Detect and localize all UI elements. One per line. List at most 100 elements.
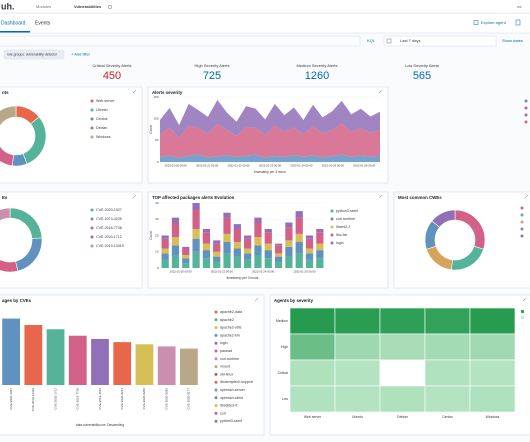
heat-cell (334, 307, 381, 335)
date-picker[interactable] (383, 35, 497, 47)
legend-swatch (330, 209, 334, 213)
add-filter[interactable]: + Add filter (71, 52, 91, 57)
donut-slice (0, 105, 17, 127)
heat-cell (379, 385, 426, 413)
bar-segment (182, 258, 190, 264)
heat-cell (334, 359, 381, 387)
user[interactable]: wz (517, 4, 522, 9)
row-label: Medium (276, 319, 288, 323)
heat-cell (334, 385, 381, 413)
legend-swatch (524, 120, 528, 124)
x-tick-label: CVE-2020-8231 (120, 388, 124, 410)
x-tick-label: 2022-01-24 00:00 (290, 164, 313, 168)
bar-segment (274, 256, 283, 262)
search-bar[interactable] (0, 35, 361, 47)
heat-cell (289, 385, 336, 413)
bar (68, 335, 87, 385)
x-tick-label: 2022-01-22 00:00 (211, 270, 234, 274)
bar-segment (223, 217, 231, 234)
bar-segment (305, 248, 314, 254)
legend-label: passwd (220, 349, 232, 353)
y-tick-label: 10 (155, 250, 159, 254)
panel-title: Es (2, 195, 8, 200)
bar-segment (182, 255, 190, 259)
column-label: Web server (304, 415, 322, 419)
legend-swatch (90, 117, 94, 121)
heat-cell (379, 307, 426, 335)
bar-segment (316, 232, 324, 244)
show-dates[interactable]: Show dates (502, 38, 523, 43)
bar-segment (264, 258, 272, 268)
filter-pill[interactable] (3, 49, 65, 60)
panel-title: Most common CWEs (398, 195, 442, 200)
heat-cell (469, 307, 516, 335)
legend-swatch (90, 244, 94, 248)
bar-segment (202, 232, 211, 244)
x-tick-label: CVE-2020-8286 (142, 388, 146, 410)
legend-label: apache2-data (220, 310, 242, 314)
legend-swatch (214, 419, 218, 423)
legend-label: python3-samf (336, 209, 358, 213)
stat-value: 565 (413, 70, 431, 82)
legend-label: python3-samf (220, 419, 242, 423)
legend-label: libc-bin (336, 233, 347, 237)
row-label: High (281, 345, 288, 349)
icon[interactable] (473, 20, 479, 25)
legend-label: apache2 (220, 318, 234, 322)
bar-segment (223, 212, 231, 218)
tab[interactable]: Dashboard (1, 20, 26, 26)
breadcrumb[interactable]: Modules (36, 4, 51, 9)
bar-segment (192, 251, 200, 268)
bar-segment (223, 253, 231, 268)
legend-swatch (214, 396, 218, 400)
y-tick-label: 30 (155, 217, 159, 221)
legend-swatch (330, 233, 334, 237)
donut-slice (0, 145, 14, 167)
legend-label: openssh-client (220, 396, 243, 400)
stat-value: 450 (103, 70, 121, 82)
bar-segment (202, 229, 211, 233)
bar-segment (285, 222, 293, 228)
legend-swatch (330, 241, 334, 245)
bar-segment (213, 261, 221, 268)
filter[interactable]: rule.groups: vulnerability-detector (7, 52, 58, 56)
bar-segment (274, 261, 283, 268)
legend-swatch (214, 411, 218, 415)
axis-label: timestamp per 3 hours (254, 170, 286, 174)
heat-cell (289, 359, 336, 387)
legend-swatch (330, 225, 334, 229)
legend-swatch (90, 226, 94, 230)
x-tick-label: CVE-2018-7738 (76, 388, 80, 410)
bar-segment (182, 246, 190, 249)
legend-label: curl-runtime (220, 357, 239, 361)
bar-segment (305, 259, 314, 268)
icon[interactable] (107, 4, 113, 10)
x-tick-label: 2022-01-20 00:00 (165, 164, 188, 168)
tab[interactable]: Events (35, 20, 51, 26)
legend-label: openssh-server (220, 388, 246, 392)
panel-menu (378, 194, 383, 199)
action[interactable]: Explore agent (481, 20, 507, 25)
panel-menu (132, 194, 137, 199)
icon (386, 38, 392, 44)
logo: uh. (1, 1, 15, 11)
legend-swatch (90, 135, 94, 139)
panel-title: ages by CVEs (2, 298, 32, 303)
bar-segment (244, 235, 252, 239)
y-tick-label: 0 (157, 160, 159, 164)
panel (0, 294, 265, 436)
legend-swatch (520, 206, 524, 210)
bar-segment (274, 243, 283, 246)
legend-label: curl-runtime (336, 217, 355, 221)
legend-swatch (214, 404, 218, 408)
bar (46, 329, 65, 385)
bar-segment (274, 245, 283, 254)
breadcrumb[interactable]: Vulnerabilities (74, 4, 102, 9)
legend-label: CVE-2020-1712 (96, 235, 122, 239)
legend-swatch (330, 217, 334, 221)
legend-label: util-linux (220, 372, 233, 376)
icon[interactable] (515, 19, 521, 26)
time-range[interactable]: Last 7 days (400, 38, 420, 43)
stat-label: High Severity Alerts (195, 63, 230, 68)
query-language[interactable]: KQL (367, 38, 376, 43)
